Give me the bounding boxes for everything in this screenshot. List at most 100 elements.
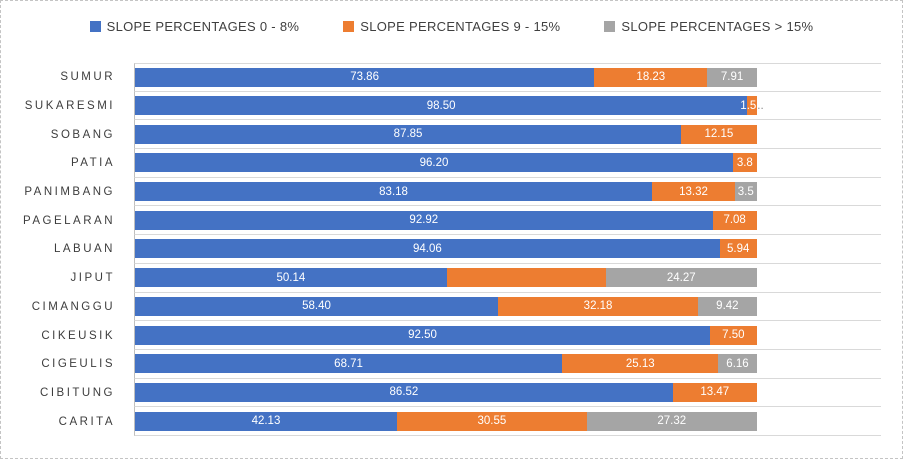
bar-value-label: 96.20	[419, 156, 449, 169]
bar-segment-series-1: 13.47	[672, 382, 757, 402]
bar-track: 42.13 30.55 27.32	[134, 407, 881, 436]
bar-segment-series-1: 32.18	[498, 296, 699, 316]
bar-track: 58.40 32.18 9.42	[134, 292, 881, 322]
stacked-bar: 92.92 7.08	[135, 210, 881, 230]
bar-track: 98.50 1.5..	[134, 91, 881, 121]
stacked-bar: 98.50 1.5..	[135, 96, 881, 116]
bar-track: 73.86 18.23 7.91	[134, 63, 881, 92]
chart-row: SUKARESMI 98.50 1.5..	[1, 91, 902, 121]
category-label: CIKEUSIK	[41, 329, 115, 342]
chart-row: PANIMBANG 83.18 13.32 3.5	[1, 177, 902, 207]
bar-value-label: 73.86	[350, 71, 379, 84]
bar-segment-series-0: 98.50	[135, 96, 748, 116]
bar-value-label: 86.52	[389, 386, 419, 399]
bar-segment-series-1: 3.8	[733, 153, 757, 173]
legend-item-1: SLOPE PERCENTAGES 9 - 15%	[343, 19, 560, 34]
stacked-bar: 92.50 7.50	[135, 325, 881, 345]
legend-label: SLOPE PERCENTAGES 9 - 15%	[360, 18, 561, 34]
bar-segment-series-0: 83.18	[135, 182, 653, 202]
label-truncation-ellipsis: ..	[757, 99, 764, 112]
bar-value-label: 13.32	[679, 185, 708, 198]
chart-row: JIPUT 50.14 24.27	[1, 263, 902, 293]
bar-track: 92.92 7.08	[134, 206, 881, 236]
category-label: PANIMBANG	[24, 186, 115, 199]
bar-value-label: 7.50	[722, 329, 745, 342]
bar-value-label: 30.55	[477, 415, 507, 428]
chart-row: CIKEUSIK 92.50 7.50	[1, 321, 902, 350]
bar-value-label: 3.5	[737, 185, 754, 198]
bar-value-label: 94.06	[412, 242, 442, 255]
category-label: SUMUR	[60, 71, 115, 84]
bar-segment-series-1: 5.94	[719, 239, 757, 259]
bar-segment-series-0: 92.50	[135, 325, 711, 345]
bar-track: 87.85 12.15	[134, 120, 881, 150]
legend-label: SLOPE PERCENTAGES > 15%	[621, 18, 814, 34]
bar-value-label: 5.94	[727, 242, 750, 255]
stacked-bar: 58.40 32.18 9.42	[135, 296, 881, 316]
bar-value-label: 24.27	[666, 271, 696, 284]
bar-value-label: 32.18	[583, 300, 613, 313]
legend-label: SLOPE PERCENTAGES 0 - 8%	[106, 18, 300, 34]
category-label: SOBANG	[50, 128, 115, 141]
bar-value-label: 13.47	[700, 386, 730, 399]
plot-area: SUMUR 73.86 18.23 7.91 SUKARESMI 98.50 1.5.. SO…	[1, 63, 902, 436]
bar-segment-series-2: 9.42	[698, 296, 757, 316]
bar-segment-series-0: 50.14	[135, 268, 447, 288]
stacked-bar: 73.86 18.23 7.91	[135, 67, 881, 87]
bar-rows: SUMUR 73.86 18.23 7.91 SUKARESMI 98.50 1.5.. SO…	[1, 63, 902, 436]
bar-segment-series-1: 30.55	[396, 411, 587, 431]
stacked-bar: 68.71 25.13 6.16	[135, 354, 881, 374]
bar-value-label: 9.42	[716, 300, 739, 313]
bar-value-label: 92.92	[409, 214, 439, 227]
bar-track: 94.06 5.94	[134, 235, 881, 264]
bar-value-label: 58.40	[302, 300, 331, 313]
legend-swatch-icon	[604, 20, 616, 32]
bar-segment-series-0: 73.86	[135, 67, 595, 87]
chart-row: CARITA 42.13 30.55 27.32	[1, 407, 902, 436]
chart-row: CIBITUNG 86.52 13.47	[1, 378, 902, 408]
category-label: CIBITUNG	[40, 386, 115, 399]
bar-value-label: 1.5	[740, 99, 757, 112]
bar-segment-series-2: 24.27	[605, 268, 757, 288]
bar-track: 50.14 24.27	[134, 263, 881, 293]
bar-segment-series-0: 68.71	[135, 354, 563, 374]
category-label: SUKARESMI	[24, 100, 115, 113]
bar-value-label: 87.85	[393, 128, 423, 141]
bar-track: 92.50 7.50	[134, 321, 881, 350]
bar-value-label: 83.18	[379, 185, 408, 198]
legend-item-2: SLOPE PERCENTAGES > 15%	[604, 19, 813, 34]
bar-value-label: 12.15	[704, 128, 734, 141]
bar-segment-series-1	[446, 268, 606, 288]
category-label: JIPUT	[70, 272, 115, 285]
legend-swatch-icon	[89, 20, 101, 32]
bar-segment-series-1: 25.13	[562, 354, 719, 374]
stacked-bar: 86.52 13.47	[135, 382, 881, 402]
stacked-bar: 50.14 24.27	[135, 268, 881, 288]
chart-row: SOBANG 87.85 12.15	[1, 120, 902, 150]
bar-value-label: 3.8	[736, 156, 753, 169]
bar-value-label: 7.91	[720, 71, 744, 84]
bar-value-label: 25.13	[625, 357, 655, 370]
bar-value-label: 92.50	[408, 329, 437, 342]
bar-segment-series-2: 27.32	[586, 411, 757, 431]
bar-segment-series-1: 1.5..	[740, 96, 764, 116]
bar-segment-series-0: 94.06	[135, 239, 720, 259]
bar-value-label: 68.71	[334, 357, 363, 370]
bar-segment-series-1: 7.50	[710, 325, 757, 345]
stacked-bar: 87.85 12.15	[135, 124, 881, 144]
bar-segment-series-1: 12.15	[681, 124, 757, 144]
chart-row: LABUAN 94.06 5.94	[1, 235, 902, 264]
category-label: CARITA	[58, 415, 115, 428]
category-label: CIGEULIS	[41, 358, 115, 371]
chart-row: SUMUR 73.86 18.23 7.91	[1, 63, 902, 92]
bar-segment-series-0: 86.52	[135, 382, 673, 402]
bar-segment-series-2: 6.16	[718, 354, 757, 374]
bar-segment-series-2: 3.5	[734, 182, 757, 202]
category-label: CIMANGGU	[31, 300, 115, 313]
legend-swatch-icon	[343, 20, 355, 32]
bar-segment-series-1: 7.08	[712, 210, 757, 230]
stacked-bar: 42.13 30.55 27.32	[135, 411, 881, 431]
chart-row: CIGEULIS 68.71 25.13 6.16	[1, 349, 902, 379]
category-label: LABUAN	[53, 243, 115, 256]
